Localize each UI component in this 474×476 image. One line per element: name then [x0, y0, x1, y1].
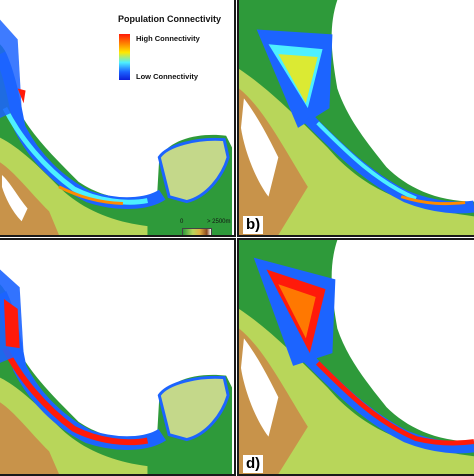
connectivity-colorbar — [119, 34, 130, 80]
corridor-low-south — [303, 113, 474, 214]
corridor-mid — [2, 107, 148, 205]
legend-low-label: Low Connectivity — [136, 72, 199, 81]
panel-letter-d: d) — [243, 455, 264, 473]
map-d-canvas — [239, 240, 474, 474]
legend-title: Population Connectivity — [118, 14, 222, 24]
land-highland — [0, 162, 59, 235]
corridor-mid-south — [316, 121, 417, 201]
map-panel-c — [0, 238, 236, 476]
elevation-min-label: 0 — [180, 219, 184, 225]
map-panel-b: b) — [237, 0, 474, 237]
corridor-hotspot — [17, 88, 26, 104]
elevation-colorbar — [182, 228, 212, 235]
corridor-north — [0, 19, 22, 118]
corridor-high-south — [400, 195, 466, 206]
map-panel-a: Population Connectivity High Connectivit… — [0, 0, 236, 237]
corridor-mid-high — [278, 54, 318, 104]
legend-high-label: High Connectivity — [136, 34, 200, 43]
map-panel-d: d) — [237, 238, 474, 476]
elevation-max-label: > 2500m — [207, 219, 231, 225]
land-peaks — [240, 338, 279, 437]
map-b-canvas — [239, 0, 474, 235]
land-peninsula — [157, 375, 230, 442]
corridor-high — [58, 185, 123, 206]
corridor-high — [2, 346, 149, 446]
map-c-canvas — [0, 240, 234, 474]
corridor-mid-high — [278, 284, 316, 339]
land-peninsula — [157, 137, 230, 204]
land-highland — [0, 402, 59, 474]
corridor-hotspot — [3, 298, 20, 349]
panel-letter-b: b) — [243, 216, 264, 234]
land-peaks — [240, 98, 279, 197]
land-peaks — [1, 175, 28, 222]
corridor-high-south — [315, 361, 474, 446]
map-a-canvas — [0, 0, 234, 235]
